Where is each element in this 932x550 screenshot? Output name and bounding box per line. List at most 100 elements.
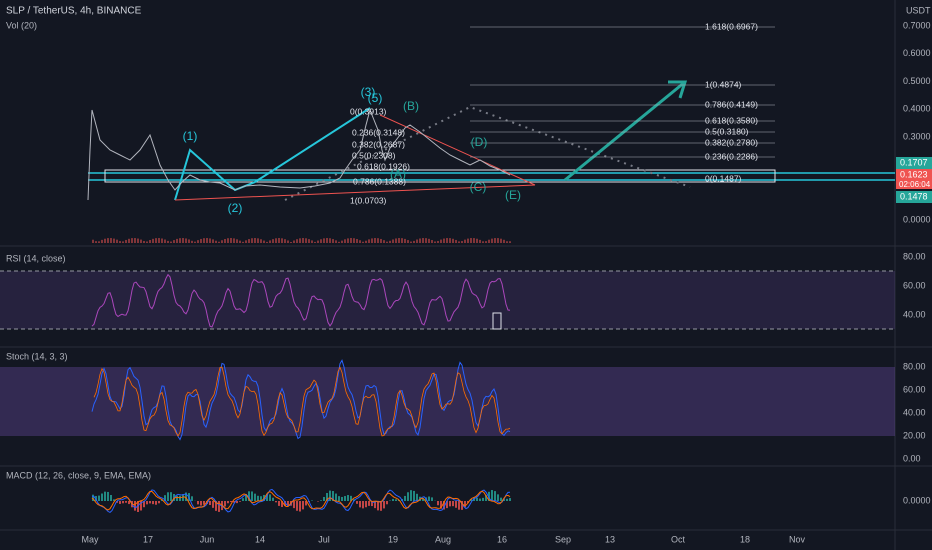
macd-bar [494, 491, 496, 501]
fib-label: 1(0.0703) [350, 195, 387, 205]
volume-bar [368, 239, 370, 243]
price-tick: 0.3000 [903, 131, 931, 141]
macd-bar [458, 501, 460, 510]
volume-bar [245, 240, 247, 243]
volume-bar [491, 238, 493, 243]
volume-bar [341, 240, 343, 243]
price-tick: 0.0000 [903, 214, 931, 224]
fib-levels [470, 26, 775, 158]
volume-bar [275, 238, 277, 243]
target-arrow [564, 80, 686, 182]
macd-bar [137, 501, 139, 512]
macd-bar [440, 501, 442, 509]
volume-bar [128, 238, 130, 243]
volume-bar [413, 240, 415, 243]
macd-bar [368, 501, 370, 506]
volume-bar [473, 238, 475, 243]
volume-bar [146, 241, 148, 243]
volume-bar [356, 239, 358, 243]
volume-bar [206, 238, 208, 243]
macd-bar [353, 499, 355, 501]
macd-bar [431, 497, 433, 501]
volume-bar [164, 239, 166, 243]
volume-bar [161, 238, 163, 243]
volume-bar [431, 240, 433, 243]
macd-bar [479, 498, 481, 501]
macd-bar [410, 490, 412, 501]
time-tick: Jun [200, 534, 215, 544]
macd-bar [197, 501, 199, 505]
volume-bar [263, 240, 265, 243]
volume-bar [134, 238, 136, 243]
volume-bar [296, 239, 298, 243]
macd-bar [149, 501, 151, 504]
macd-bar [95, 496, 97, 501]
trend-line [174, 184, 536, 201]
macd-bar [338, 496, 340, 501]
volume-bar [155, 238, 157, 243]
macd-bar [359, 501, 361, 508]
macd-bar [209, 501, 211, 506]
fib-label: 0.382(0.2687) [352, 139, 405, 149]
macd-bar [485, 495, 487, 501]
macd-bar [347, 495, 349, 501]
volume-bar [449, 238, 451, 243]
macd-bar [143, 501, 145, 508]
macd-bar [365, 501, 367, 508]
macd-bar [356, 501, 358, 504]
macd-bar [98, 495, 100, 501]
stoch-d [93, 366, 511, 437]
macd-bar [506, 498, 508, 501]
macd-bar [317, 501, 319, 502]
rsi-title: RSI (14, close) [6, 253, 66, 263]
macd-bar [302, 501, 304, 510]
time-tick: 16 [497, 534, 507, 544]
macd-bar [329, 490, 331, 501]
macd-line [91, 488, 511, 513]
volume-bar [446, 238, 448, 243]
macd-bar [152, 501, 154, 505]
macd-bar [386, 501, 388, 505]
volume-bar [323, 238, 325, 243]
volume-bar [386, 241, 388, 243]
volume-bar [506, 241, 508, 243]
macd-bar [470, 499, 472, 501]
macd-bar [404, 495, 406, 501]
time-tick: Sep [555, 534, 571, 544]
currency: USDT [906, 5, 931, 15]
volume-bar [494, 238, 496, 243]
time-tick: 14 [255, 534, 265, 544]
volume-bar [188, 239, 190, 243]
trend-line [379, 114, 536, 186]
price-tag [896, 191, 932, 203]
volume-bar [332, 239, 334, 243]
volume-bar [317, 240, 319, 243]
volume-bar [476, 238, 478, 243]
wave-label: (2) [228, 201, 243, 215]
volume-bar [122, 241, 124, 243]
volume-bar [143, 240, 145, 243]
macd-bar [227, 501, 229, 504]
price-tick: 0.4000 [903, 104, 931, 114]
price-tag [896, 157, 932, 169]
wave-label: (3) [361, 85, 376, 99]
macd-bar [164, 495, 166, 501]
macd-bar [101, 493, 103, 501]
macd-bar [407, 492, 409, 501]
price-tick: 0.5000 [903, 76, 931, 86]
stoch-tick: 0.00 [903, 453, 921, 463]
macd-bar [179, 495, 181, 501]
time-tick: Aug [435, 534, 451, 544]
macd-bar [167, 492, 169, 501]
stoch-tick: 20.00 [903, 430, 926, 440]
stoch-tick: 80.00 [903, 361, 926, 371]
volume-bar [299, 238, 301, 243]
macd-bar [236, 501, 238, 504]
volume-bar [308, 239, 310, 243]
volume-bar [365, 240, 367, 243]
volume-bar [239, 240, 241, 243]
volume-bar [236, 239, 238, 243]
time-tick: May [81, 534, 99, 544]
volume-bar [302, 238, 304, 243]
volume-bar [419, 238, 421, 243]
